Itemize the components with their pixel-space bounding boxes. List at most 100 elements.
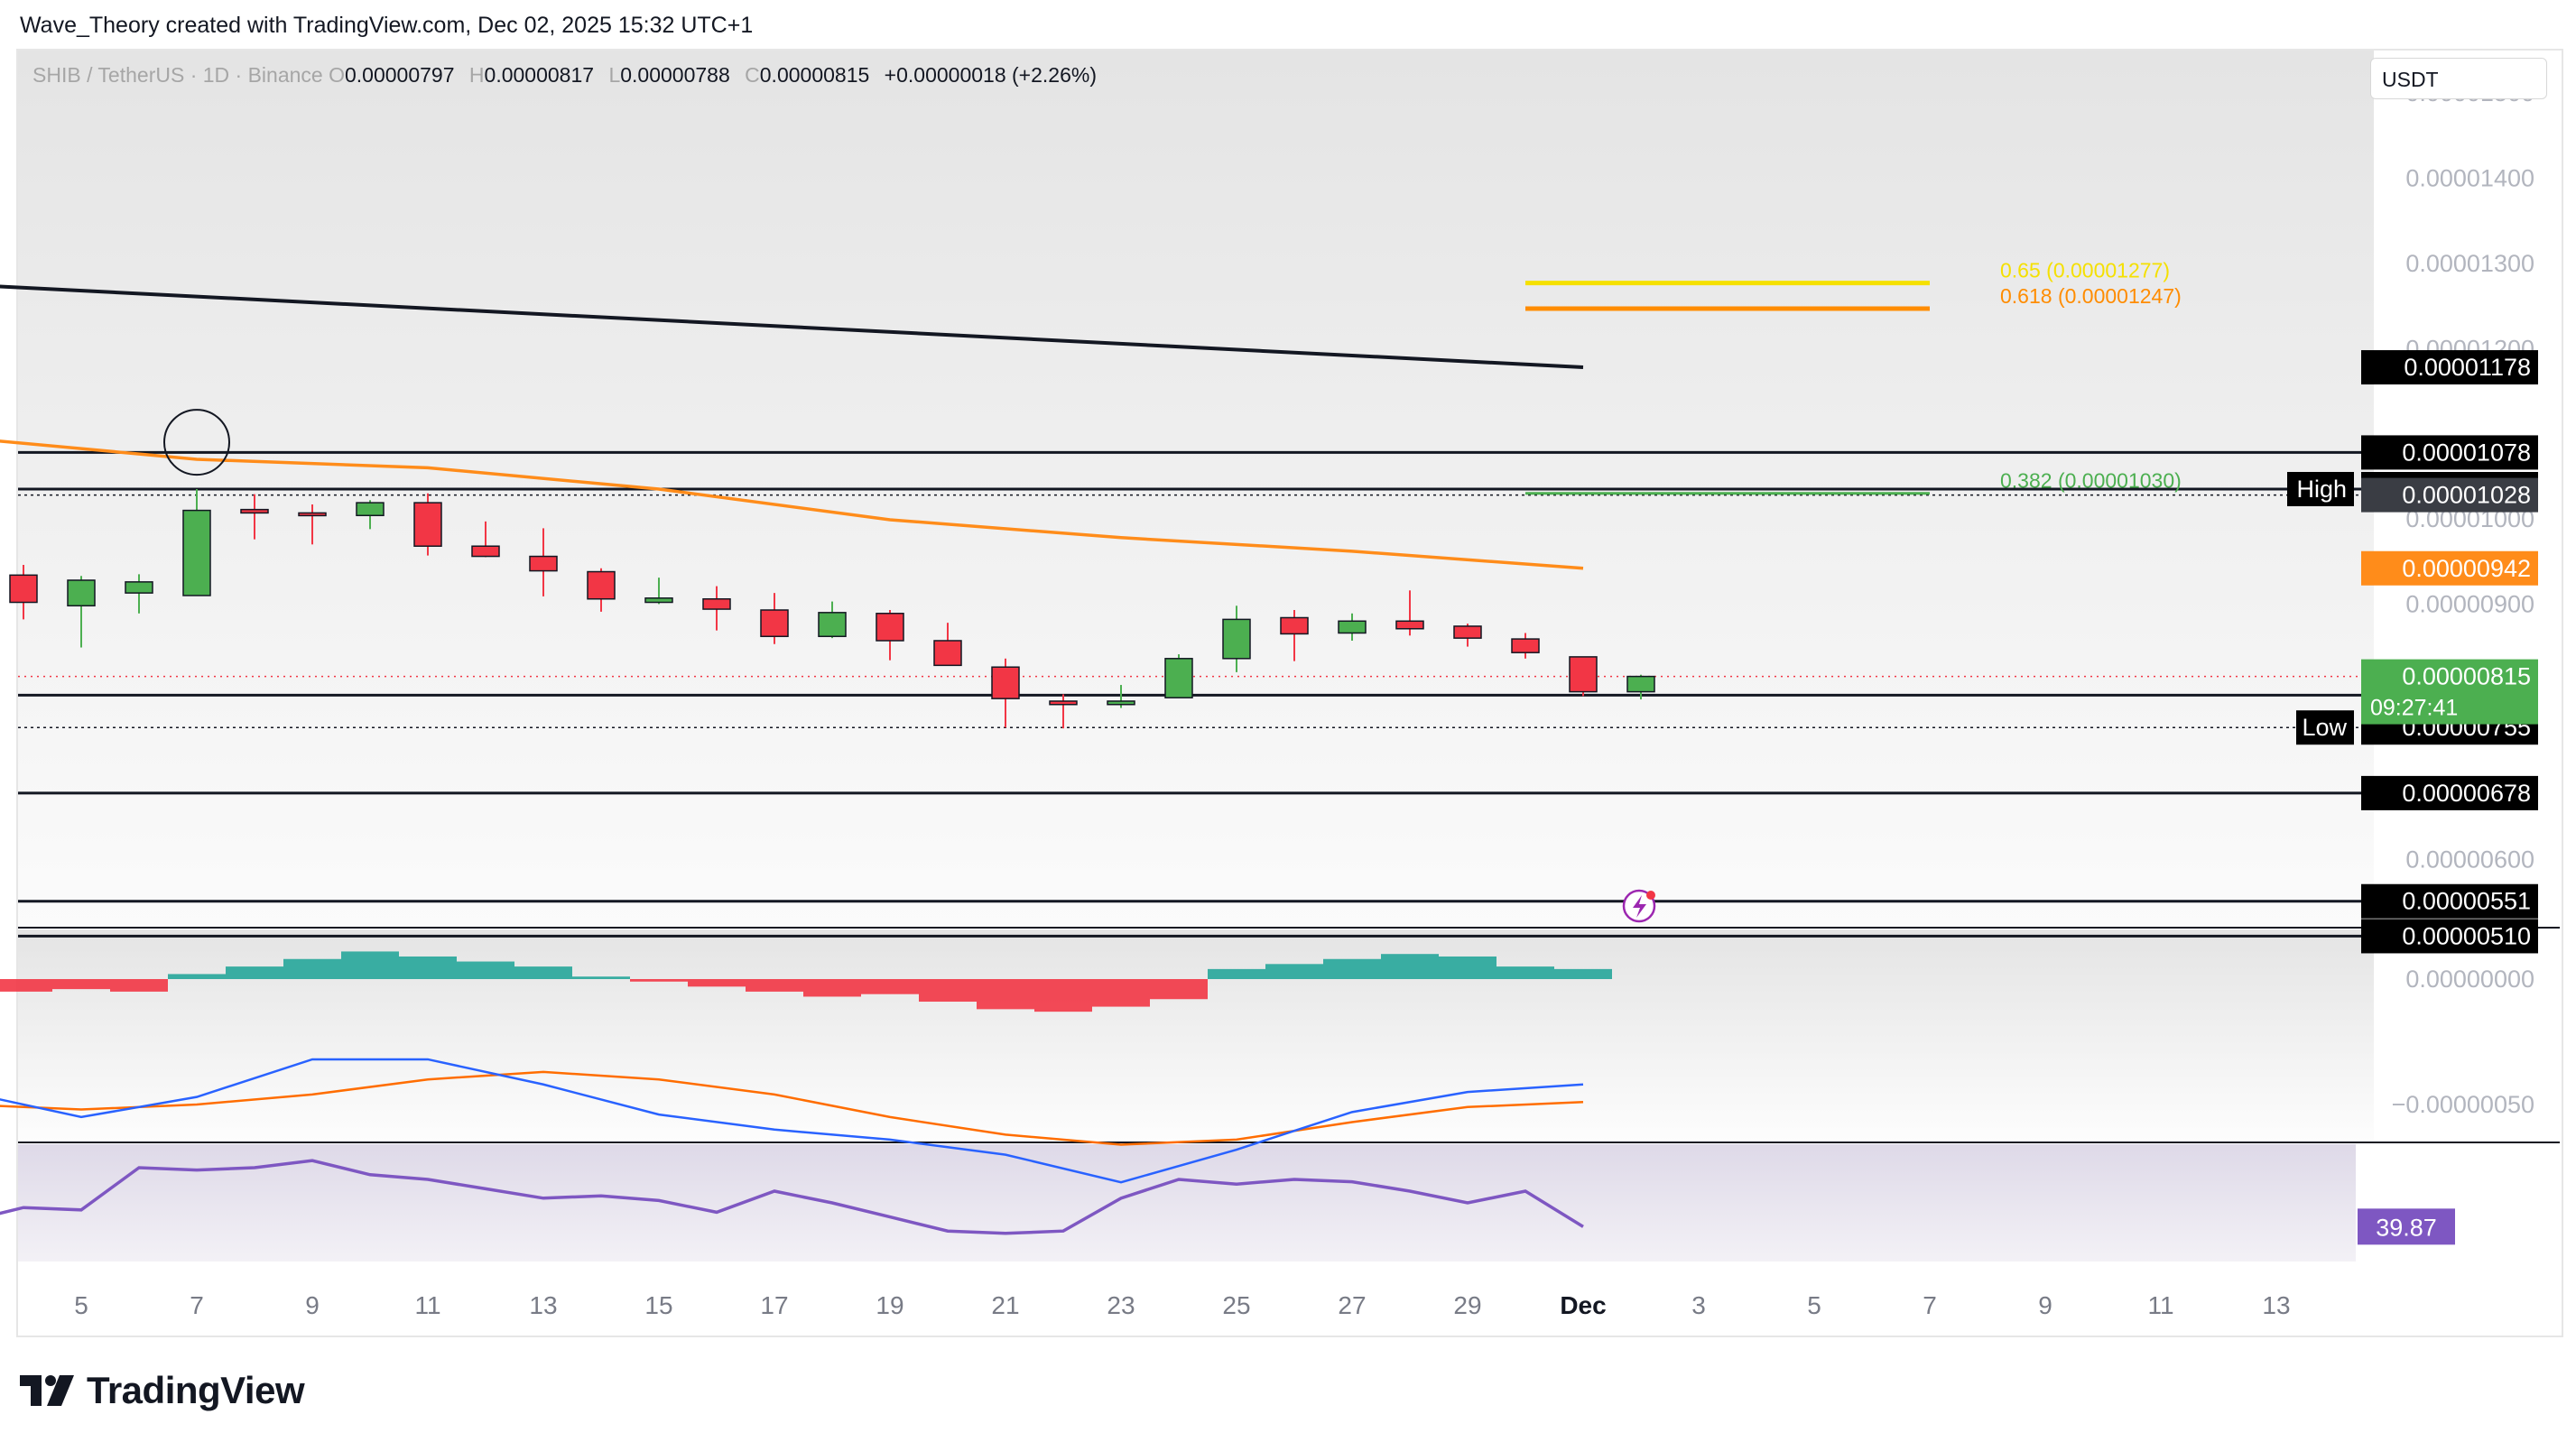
rsi-value-tag: 39.87 [2358,1208,2455,1245]
candle [1164,654,1193,698]
level-price-tag-bg [2361,435,2538,470]
macd-histogram-bar [977,979,1034,1010]
symbol-legend: SHIB / TetherUS · 1D · Binance O0.000007… [32,63,1106,88]
currency-selector-button[interactable]: USDT [2370,58,2547,99]
candle [471,521,500,558]
rsi-line [0,1159,1584,1235]
candle [240,494,269,540]
macd-histogram-bar [52,979,110,990]
candle [644,578,673,605]
macd-histogram-bar [1439,956,1496,979]
macd-histogram-bar [1496,966,1554,979]
countdown-timer: 09:27:41 [2370,696,2458,721]
macd-signal-line [0,1070,1584,1146]
rsi-value-tag-text: 39.87 [2376,1214,2437,1241]
time-axis-tick: 5 [74,1291,88,1319]
level-price-tag-bg [2361,477,2538,513]
candle-body [1338,620,1367,634]
candle [413,493,442,556]
legend-open: 0.00000797 [345,63,455,87]
time-axis-tick: 27 [1338,1291,1366,1319]
ema-line [0,439,1584,570]
level-name-tag: High [2287,472,2354,506]
time-axis-tick: 7 [1923,1291,1937,1319]
macd-histogram-bar [399,956,457,979]
candle [760,593,789,644]
candle-body [471,545,500,558]
candle [1338,613,1367,641]
macd-histogram-bar [0,979,52,992]
legend-high-label: H [468,63,485,87]
candle [876,610,904,661]
annotation-circle [163,409,230,476]
legend-symbol[interactable]: SHIB / TetherUS · 1D · Binance [32,63,323,87]
macd-histogram-bar [1092,979,1150,1007]
macd-histogram-bar [746,979,803,992]
tradingview-logo-icon [20,1375,74,1406]
candle-body [818,612,847,638]
time-axis-tick: 17 [760,1291,788,1319]
level-name-tag-text: High [2296,476,2347,503]
time-axis-tick: 11 [414,1291,440,1319]
rsi-value-tag-bg [2358,1208,2455,1245]
candle [991,658,1020,728]
macd-histogram-bar [1381,954,1439,979]
candle-body [240,508,269,514]
last-price-value: 0.00000815 [2402,663,2531,690]
level-price-tag-text: 0.00000678 [2402,780,2531,807]
level-name-tag-bg [2296,710,2354,745]
candle-body [1626,675,1655,693]
macd-histogram-bar [457,961,514,979]
level-price-tag-text: 0.00000551 [2402,888,2531,915]
candle [933,623,962,667]
candle-body [413,502,442,547]
level-price-tag: 0.00001028 [2361,477,2538,513]
candle [1453,624,1482,647]
candle-body [702,597,731,610]
lightning-alert-icon [1622,889,1656,923]
candle-body [991,666,1020,699]
candle [529,528,558,596]
time-axis-tick: 23 [1107,1291,1135,1319]
candle-body [125,581,153,594]
macd-histogram-bar [110,979,168,992]
macd-axis-tick: −0.00000050 [2392,1091,2534,1118]
price-axis-tick: 0.00000900 [2405,590,2534,617]
time-axis-tick: 13 [2262,1291,2290,1319]
level-price-tag-text: 0.00000510 [2402,922,2531,949]
legend-open-label: O [329,63,345,87]
level-price-tag-bg [2361,919,2538,954]
macd-histogram-bar [919,979,977,1003]
ema-price-tag-text: 0.00000942 [2402,555,2531,582]
candle [298,504,327,545]
trendline-price-tag-bg [2361,350,2538,385]
candle [125,574,153,614]
price-axis-tick: 0.00000600 [2405,846,2534,874]
candle-body [529,555,558,572]
price-axis-tick: 0.00001300 [2405,250,2534,277]
candle [1626,674,1655,700]
tradingview-logo[interactable]: TradingView [20,1368,305,1413]
candle-body [1222,618,1251,660]
candle-body [1453,625,1482,639]
price-axis-tick: 0.00001400 [2405,165,2534,192]
candle [818,601,847,639]
level-price-tag-bg [2361,883,2538,919]
macd-histogram-bar [341,951,399,979]
level-price-tag: 0.00000551 [2361,883,2538,919]
time-axis-tick: 9 [305,1291,320,1319]
last-price-tag: 0.00000815 09:27:41 [2361,659,2538,725]
candle [1222,605,1251,672]
candle-body [1395,620,1424,630]
candle-body [587,570,616,600]
candle-body [933,640,962,667]
legend-low: 0.00000788 [620,63,730,87]
candle [1511,633,1540,659]
trendline-price-tag: 0.00001178 [2361,350,2538,385]
candle-body [356,502,385,517]
macd-histogram-bar [861,979,919,994]
fib-level-label: 0.618 (0.00001247) [2000,284,2182,308]
candle [1049,694,1078,729]
time-axis-tick: 15 [644,1291,672,1319]
